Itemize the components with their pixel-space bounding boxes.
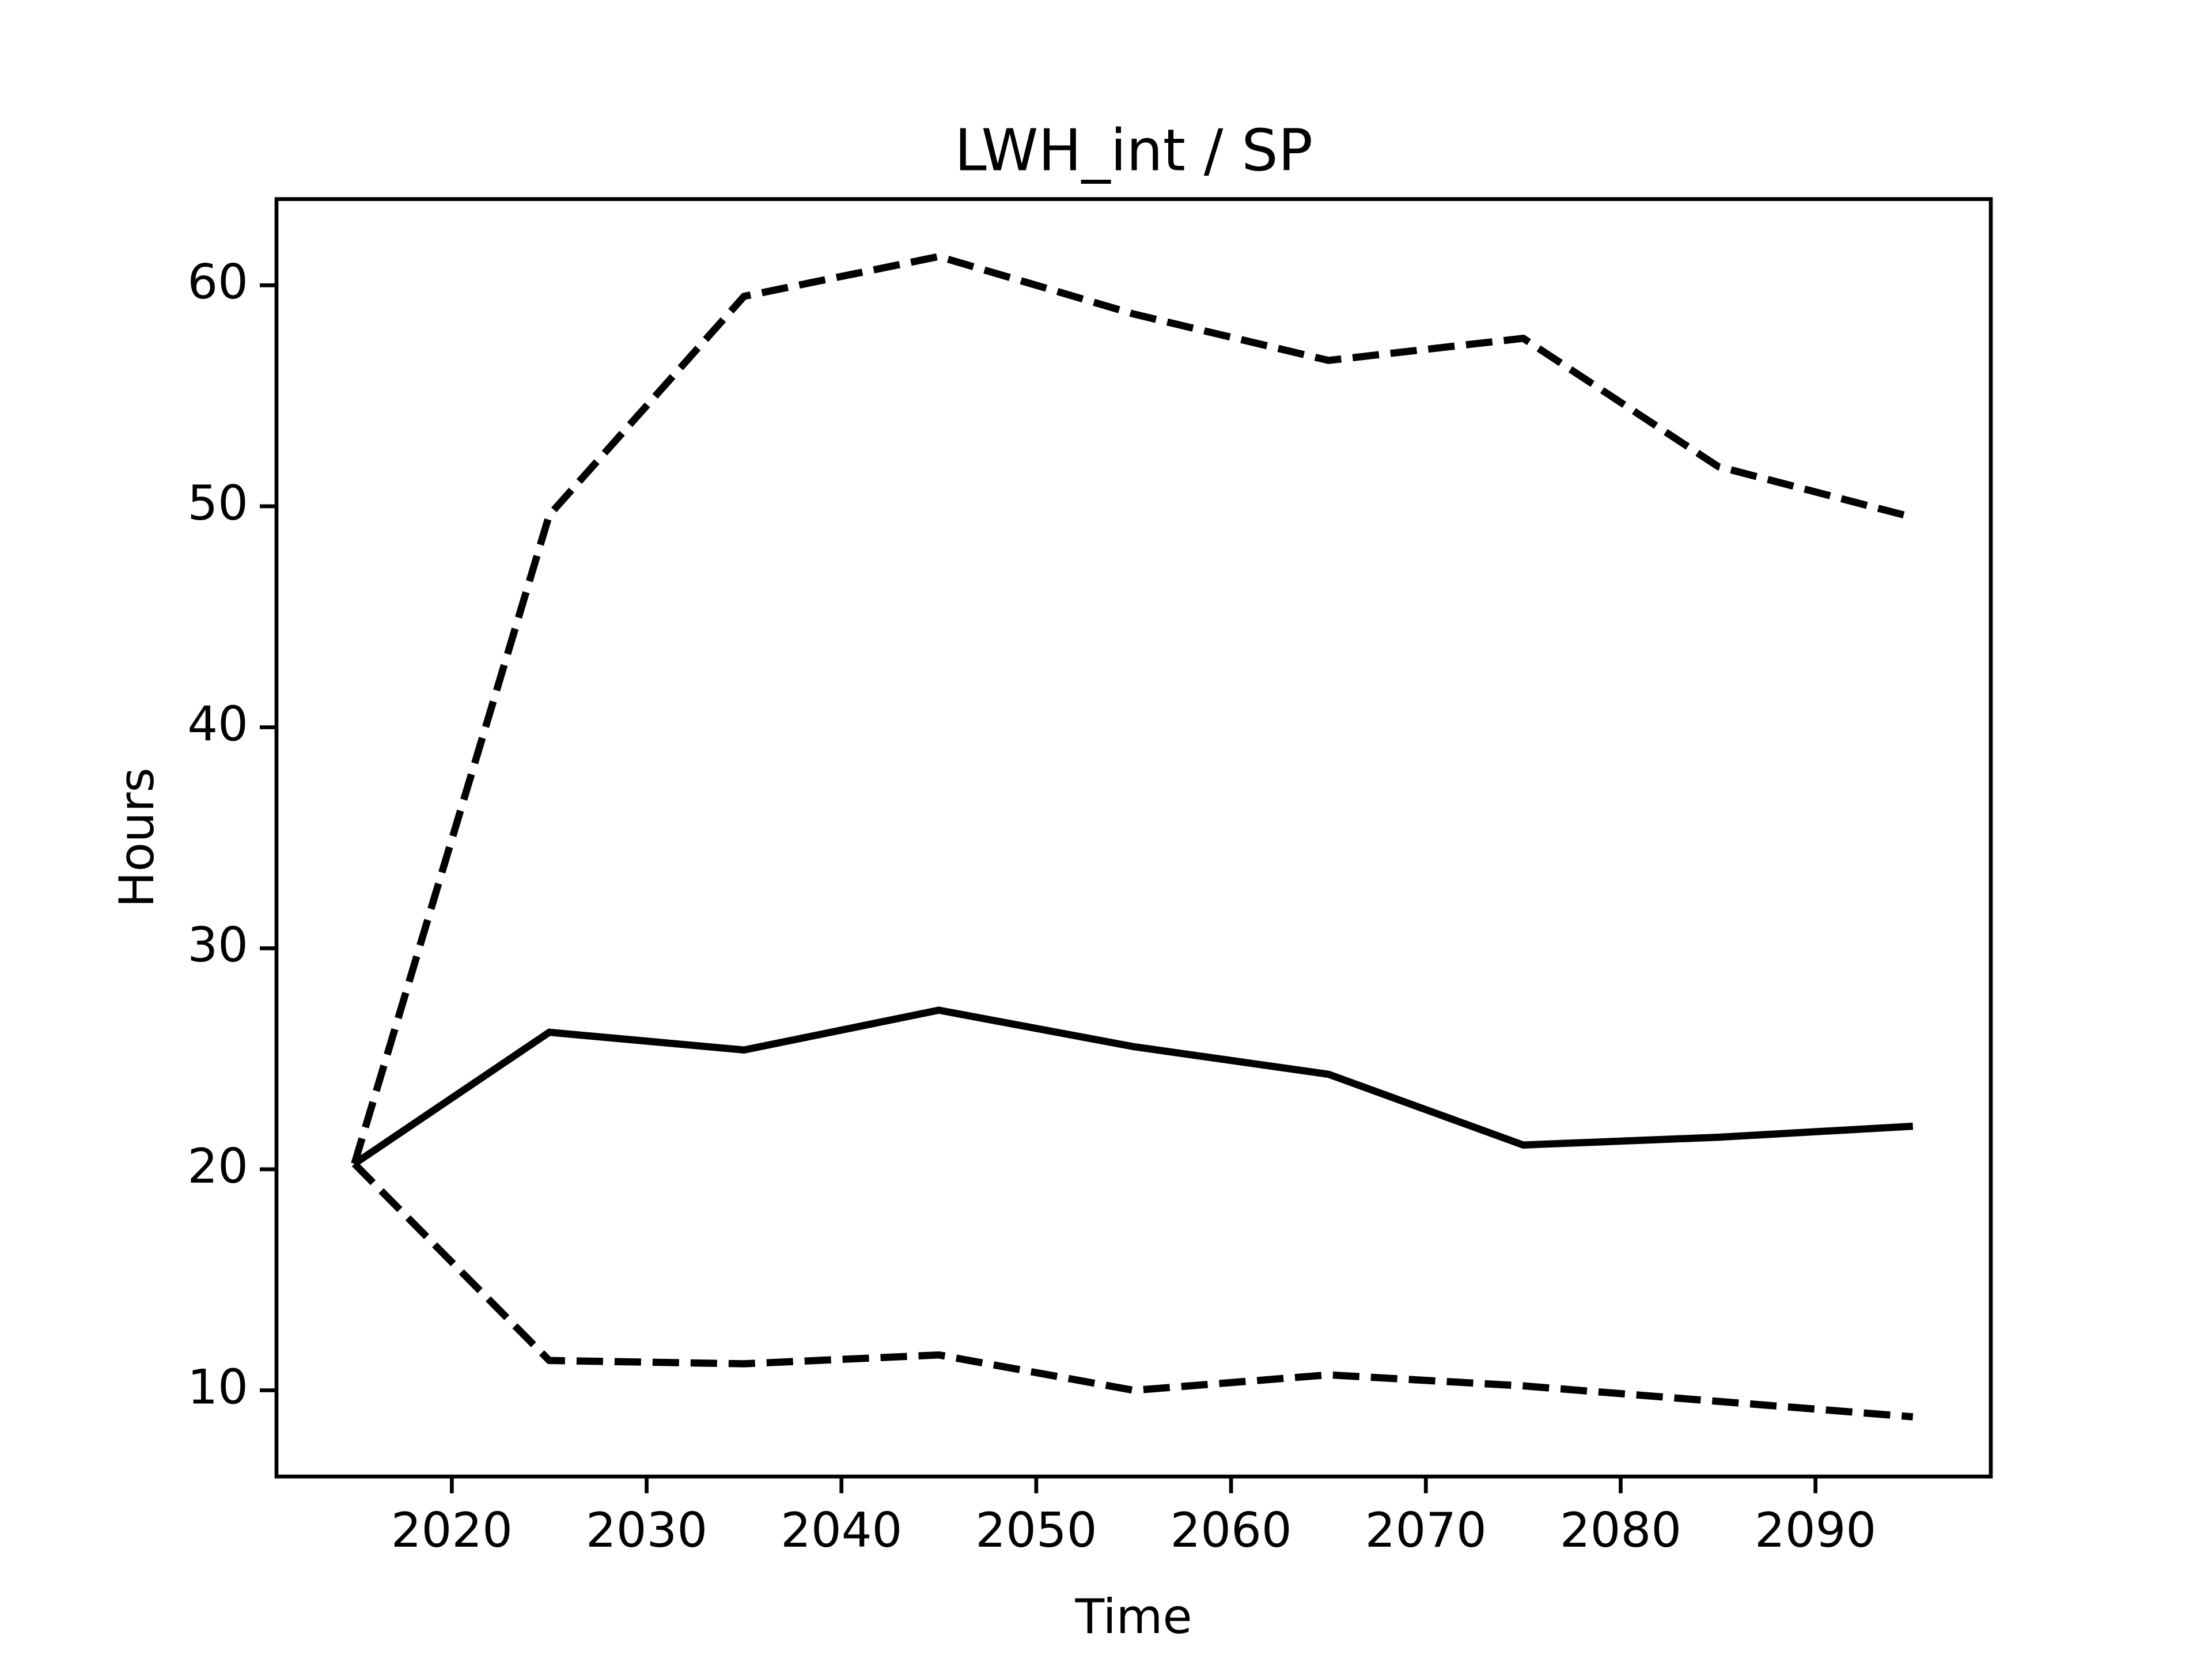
x-tick-label: 2050	[975, 1502, 1097, 1558]
y-axis-label: Hours	[109, 767, 165, 907]
series-line	[351, 253, 1914, 1165]
x-tick-label: 2090	[1755, 1502, 1876, 1558]
x-tick-label: 2060	[1170, 1502, 1291, 1558]
plot-frame	[274, 197, 1993, 1479]
x-tick-label: 2070	[1365, 1502, 1487, 1558]
y-tick-label: 10	[187, 1359, 248, 1415]
x-tick-label: 2030	[586, 1502, 707, 1558]
y-tick-label: 30	[187, 917, 248, 973]
chart-title: LWH_int / SP	[955, 116, 1313, 184]
x-tick-label: 2040	[781, 1502, 902, 1558]
y-tick-label: 50	[187, 475, 248, 531]
y-tick-label: 60	[187, 254, 248, 310]
x-tick-label: 2020	[391, 1502, 513, 1558]
y-tick-label: 40	[187, 696, 248, 752]
series-line	[351, 1161, 1914, 1421]
x-axis-label: Time	[1074, 1589, 1192, 1645]
y-tick-label: 20	[187, 1138, 248, 1194]
x-tick-label: 2080	[1560, 1502, 1681, 1558]
series-line	[352, 1006, 1914, 1167]
